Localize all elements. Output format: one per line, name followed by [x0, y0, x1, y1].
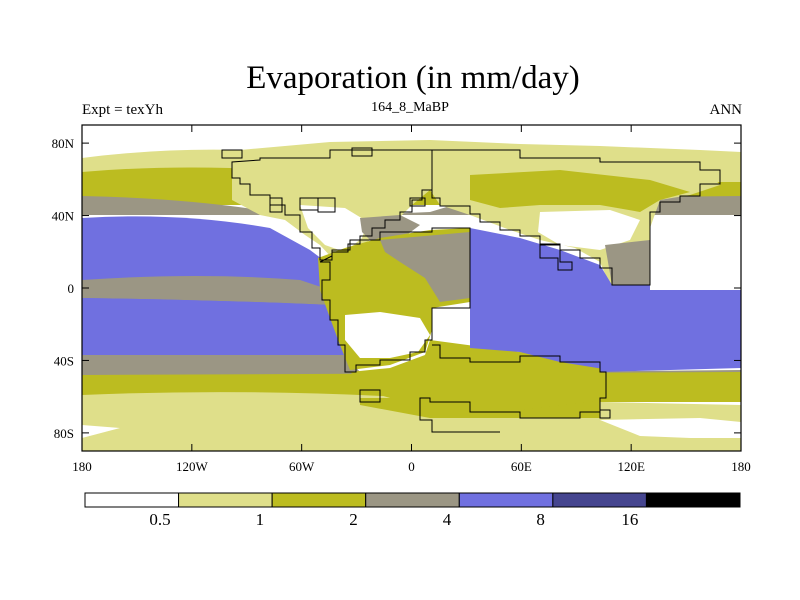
- colorbar-label: 0.5: [149, 510, 170, 529]
- x-tick-label: 180: [72, 459, 92, 474]
- eurasia-grey: [605, 240, 650, 285]
- colorbar-box: [271, 492, 367, 508]
- gondwana-desert: [345, 312, 430, 358]
- colorbar-box: [645, 492, 741, 508]
- arctic-white: [82, 125, 741, 150]
- colorbar-label: 1: [256, 510, 265, 529]
- y-tick-label: 0: [68, 281, 75, 296]
- gondwana-wet: [380, 232, 470, 302]
- coastlines: [221, 147, 721, 433]
- colorbar-label: 4: [443, 510, 452, 529]
- y-tick-label: 40S: [54, 353, 74, 368]
- eurasia-desert: [538, 210, 640, 250]
- gondwana-south: [350, 340, 605, 410]
- x-tick-label: 120W: [176, 459, 209, 474]
- y-tick-label: 40N: [52, 209, 75, 224]
- coastline-gondwana: [319, 227, 471, 373]
- colorbar-box: [458, 492, 554, 508]
- south-ocean-east: [600, 320, 741, 372]
- plot-title: Evaporation (in mm/day): [246, 60, 580, 96]
- colorbar: 0.5 1 2 4 8 16: [84, 492, 741, 529]
- south-trop-band: [82, 298, 345, 355]
- colorbar-label: 2: [349, 510, 358, 529]
- colorbar-label: 16: [621, 510, 638, 529]
- colorbar-box: [365, 492, 460, 508]
- coastline-eurasia: [431, 149, 721, 286]
- x-tick-label: 120E: [617, 459, 645, 474]
- coastline-europe-islands: [221, 147, 611, 419]
- y-axis: 80N 40N 0 40S 80S: [52, 136, 741, 441]
- x-tick-label: 180: [731, 459, 751, 474]
- experiment-label: Expt = texYh: [82, 102, 163, 118]
- x-tick-label: 60E: [511, 459, 532, 474]
- x-tick-label: 0: [408, 459, 415, 474]
- equatorial-band: [82, 276, 330, 305]
- season-label: ANN: [709, 102, 743, 118]
- north-america-east: [360, 215, 420, 245]
- evaporation-field: [82, 125, 741, 451]
- time-label: 164_8_MaBP: [371, 100, 449, 115]
- x-tick-label: 60W: [289, 459, 315, 474]
- colorbar-box: [178, 492, 273, 508]
- coastline-east-gondwana: [419, 344, 607, 433]
- y-tick-label: 80N: [52, 136, 75, 151]
- x-axis: 180 120W 60W 0 60E 120E 180: [72, 125, 751, 474]
- colorbar-box: [552, 492, 647, 508]
- eurasia-mid: [470, 170, 690, 212]
- colorbar-box: [84, 492, 180, 508]
- antarctic-white: [82, 418, 741, 440]
- colorbar-label: 8: [536, 510, 545, 529]
- y-tick-label: 80S: [54, 426, 74, 441]
